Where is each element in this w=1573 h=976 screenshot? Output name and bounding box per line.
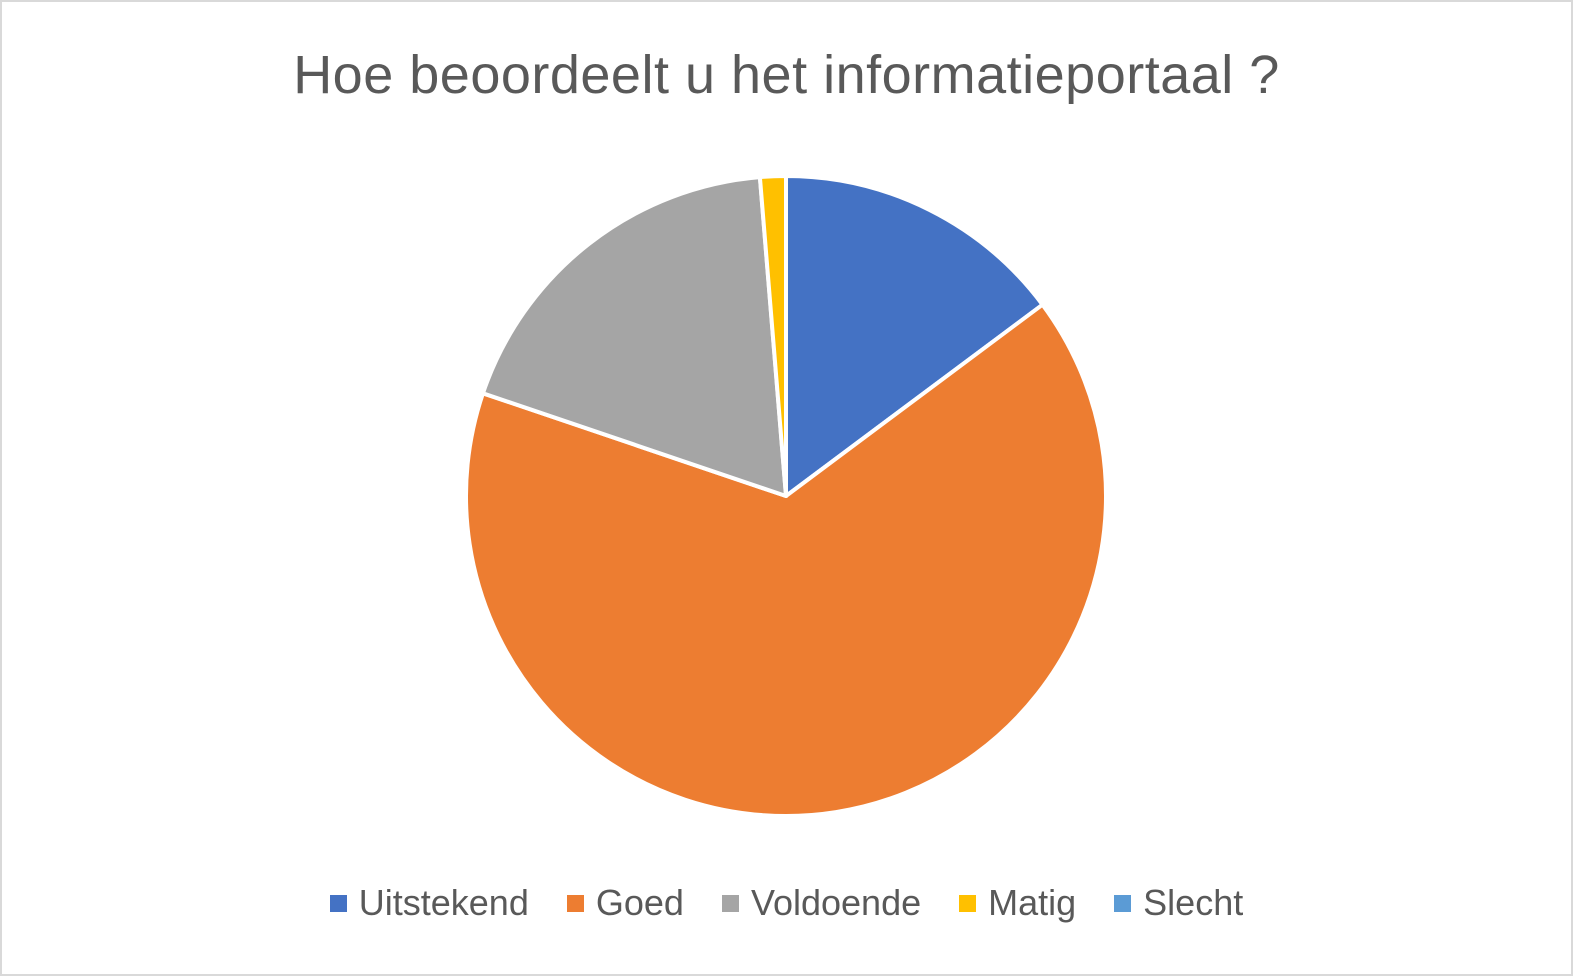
legend-swatch [959, 894, 977, 912]
legend-label: Matig [988, 882, 1077, 923]
chart-legend: Uitstekend Goed Voldoende Matig Slecht [2, 882, 1571, 924]
legend-label: Uitstekend [358, 882, 529, 923]
legend-label: Goed [595, 882, 684, 923]
chart-title: Hoe beoordeelt u het informatieportaal ? [293, 45, 1280, 105]
legend-swatch [566, 894, 584, 912]
legend-label: Slecht [1143, 882, 1244, 923]
legend-label: Voldoende [750, 882, 922, 923]
legend-swatch [721, 894, 739, 912]
pie-slice-voldoende [480, 175, 788, 498]
legend-swatch [329, 894, 347, 912]
legend-swatch [1114, 894, 1132, 912]
pie-slice-uitstekend [784, 174, 1045, 498]
pie-slice-goed [464, 302, 1108, 818]
legend-item-goed: Goed [566, 882, 684, 924]
legend-item-uitstekend: Uitstekend [329, 882, 529, 924]
pie-slice-matig [757, 174, 788, 498]
legend-item-voldoende: Voldoende [721, 882, 922, 924]
legend-item-slecht: Slecht [1114, 882, 1243, 924]
legend-item-matig: Matig [959, 882, 1076, 924]
